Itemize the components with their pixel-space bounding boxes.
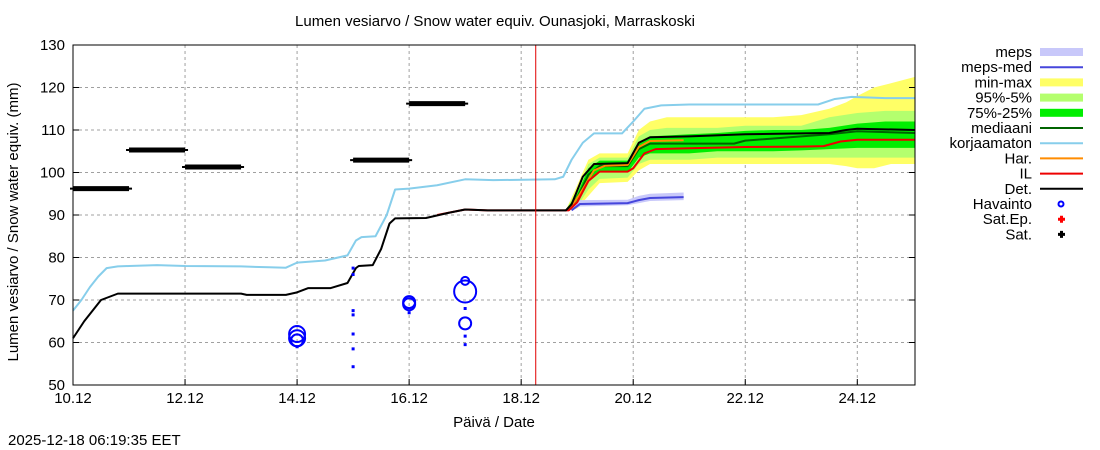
x-tick-label: 12.12 — [166, 390, 204, 407]
x-tick-label: 20.12 — [614, 390, 652, 407]
x-tick-label: 10.12 — [54, 390, 92, 407]
legend-label-sat: Sat. — [1005, 226, 1032, 243]
y-tick-label: 120 — [40, 80, 65, 97]
legend-swatch-sat — [1058, 230, 1065, 238]
y-axis-label: Lumen vesiarvo / Snow water equiv. (mm) — [5, 83, 22, 362]
x-tick-label: 22.12 — [726, 390, 764, 407]
havainto-points — [288, 266, 478, 369]
series-lines — [72, 95, 916, 339]
legend-label-meps: meps — [995, 44, 1032, 61]
legend-label-il: IL — [1019, 166, 1032, 183]
y-tick-label: 130 — [40, 37, 65, 54]
x-axis-label: Päivä / Date — [453, 414, 535, 431]
legend-label-minmax: min-max — [974, 74, 1032, 91]
series-line-mediaani — [565, 130, 916, 211]
havainto-point — [407, 311, 411, 315]
chart-title: Lumen vesiarvo / Snow water equiv. Ounas… — [295, 13, 695, 30]
havainto-point — [463, 343, 467, 347]
havainto-point — [463, 307, 467, 310]
series-line-det — [72, 127, 916, 339]
y-tick-label: 80 — [48, 250, 65, 267]
legend-label-det: Det. — [1004, 181, 1032, 198]
x-tick-label: 14.12 — [278, 390, 316, 407]
havainto-point — [288, 325, 307, 343]
grid — [73, 45, 915, 385]
legend-swatch-p95_5 — [1040, 93, 1083, 102]
legend-swatch-minmax — [1040, 78, 1083, 87]
series-line-meps_med — [570, 196, 684, 212]
y-tick-label: 50 — [48, 377, 65, 394]
legend-label-korjaamaton: korjaamaton — [949, 135, 1032, 152]
legend-label-p95_5: 95%-5% — [975, 90, 1032, 107]
havainto-point — [351, 347, 355, 351]
sat-bars — [70, 101, 469, 192]
y-tick-label: 110 — [41, 122, 65, 139]
timestamp: 2025-12-18 06:19:35 EET — [8, 432, 181, 449]
havainto-point — [351, 266, 355, 270]
series-line-har — [567, 139, 684, 211]
legend-label-meps_med: meps-med — [961, 59, 1032, 76]
legend-swatch-meps — [1040, 48, 1083, 56]
legend-swatch-sat_ep — [1058, 215, 1065, 223]
x-axis-ticks: 10.12 12.12 14.12 16.12 18.12 20.12 22.12 24.12 — [54, 379, 876, 407]
legend-swatch-p75_25 — [1040, 108, 1083, 117]
legend-label-mediaani: mediaani — [971, 120, 1032, 137]
x-tick-label: 16.12 — [390, 390, 428, 407]
x-tick-label: 24.12 — [839, 390, 877, 407]
x-tick-label: 18.12 — [502, 390, 540, 407]
legend-label-sat_ep: Sat.Ep. — [983, 211, 1032, 228]
havainto-point — [458, 316, 473, 331]
legend-label-havainto: Havainto — [973, 196, 1032, 213]
y-tick-label: 70 — [48, 292, 65, 309]
y-tick-label: 90 — [48, 207, 65, 224]
y-axis-ticks: 50 60 70 80 90 100 110 120 130 — [40, 37, 915, 394]
havainto-point — [351, 309, 355, 313]
havainto-point — [351, 313, 355, 317]
havainto-point — [351, 273, 355, 276]
havainto-point — [295, 345, 299, 349]
havainto-point — [402, 297, 417, 312]
havainto-point — [351, 365, 355, 369]
legend-label-p75_25: 75%-25% — [967, 105, 1032, 122]
havainto-point — [351, 332, 355, 336]
havainto-point — [463, 334, 467, 338]
y-tick-label: 100 — [40, 165, 65, 182]
legend: mepsmeps-medmin-max95%-5%75%-25%mediaani… — [949, 44, 1083, 243]
series-line-korjaamaton — [72, 95, 915, 312]
havainto-point — [453, 279, 478, 304]
y-tick-label: 60 — [48, 335, 65, 352]
legend-swatch-havainto — [1057, 200, 1065, 208]
legend-label-har: Har. — [1004, 150, 1032, 167]
